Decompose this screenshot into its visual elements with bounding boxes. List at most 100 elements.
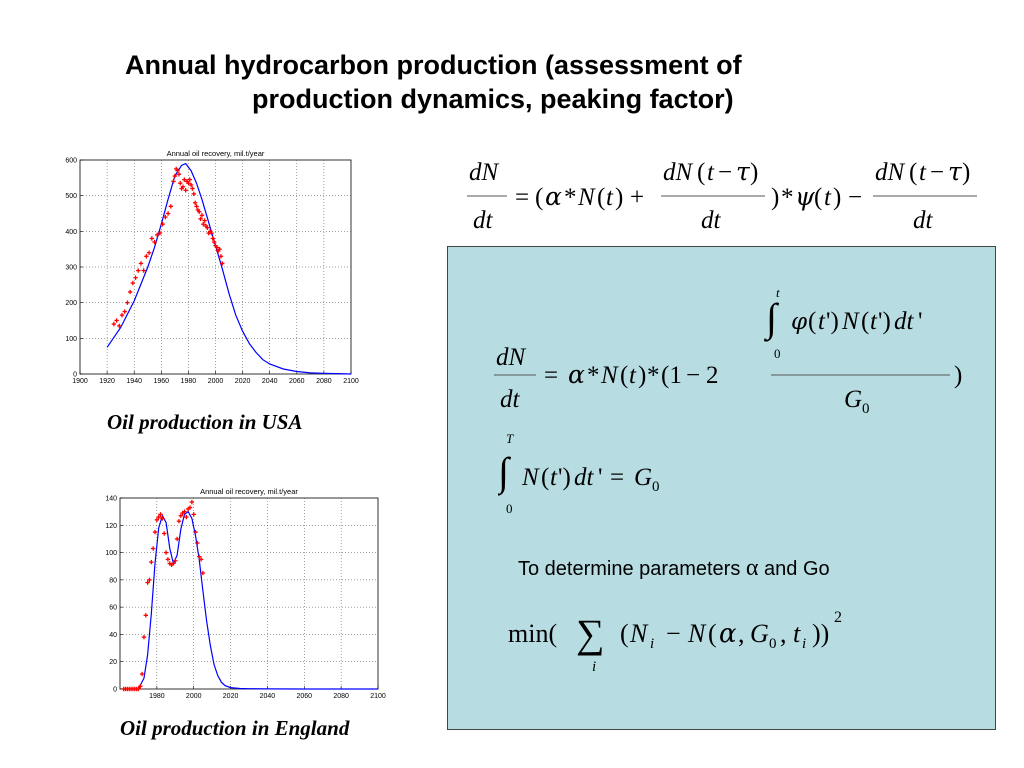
data-point [187,505,193,510]
y-tick-label: 100 [65,336,77,343]
svg-text:): ) [962,159,970,186]
y-tick-label: 140 [105,496,117,503]
data-point [202,218,207,223]
data-point [210,236,215,241]
usa-production-chart: Annual oil recovery, mil.t/year 1900 1920 1… [65,149,359,385]
svg-text:α: α [545,182,562,211]
chart-title: Annual oil recovery, mil.t/year [167,149,265,158]
svg-text:0: 0 [774,346,781,361]
data-point [119,312,125,318]
svg-text:0: 0 [652,479,660,495]
svg-text:∑: ∑ [576,611,605,656]
data-point [217,246,222,252]
data-point [141,268,146,273]
data-point [180,184,186,189]
data-point [114,318,119,323]
note-text-before: To determine parameters [518,558,746,580]
data-point [157,230,163,236]
svg-text:i: i [650,636,654,652]
svg-text:+: + [630,184,644,211]
data-point [192,200,198,205]
svg-text:G: G [750,619,769,648]
svg-text:τ: τ [736,157,751,186]
data-point [165,211,171,216]
svg-text:): ) [954,362,962,389]
data-point [160,516,165,521]
x-tick-label: 2080 [316,378,332,385]
svg-text:N: N [687,619,707,648]
normalization-equation: T ∫ 0 N ( t ') dt ' = G 0 [498,431,660,516]
y-tick-label: 0 [73,372,77,379]
data-point [188,182,194,188]
x-tick-label: 2100 [343,378,359,385]
y-tick-label: 300 [65,265,77,272]
data-point [201,222,206,227]
svg-text:i: i [802,636,806,652]
x-tick-label: 2060 [296,693,312,700]
data-point [160,222,165,227]
svg-text:*: * [564,184,577,211]
data-point [127,289,133,295]
data-point [172,173,178,179]
svg-text:(: ( [620,362,628,389]
svg-text:N: N [600,362,619,389]
data-point [178,513,184,518]
data-point [141,634,147,640]
svg-text:=: = [515,184,529,211]
x-tick-label: 2060 [289,378,305,385]
svg-text:0: 0 [769,636,777,652]
parameter-note: To determine parameters α and Go [518,555,830,582]
data-point [197,554,202,559]
data-point [143,613,148,618]
data-point [187,177,192,182]
svg-text:(: ( [861,308,869,335]
svg-text:α: α [719,619,737,649]
svg-text:'): ') [558,464,571,491]
svg-text:0: 0 [506,501,513,516]
data-point [198,216,203,222]
svg-text:−: − [666,619,681,648]
chart-title: Annual oil recovery, mil.t/year [200,487,298,496]
data-point [182,177,187,182]
x-tick-label: 2040 [260,693,276,700]
svg-text:−: − [686,362,700,389]
svg-text:φ: φ [791,309,808,335]
svg-text:(: ( [541,464,549,491]
svg-text:(: ( [535,184,543,211]
data-point [125,300,130,305]
data-point [197,209,202,214]
data-point [214,245,220,250]
data-point [190,186,195,191]
data-point [156,514,161,520]
svg-text:': ' [598,464,603,491]
data-point [220,261,225,266]
data-point [218,254,224,259]
data-point [195,540,200,546]
data-point [162,531,167,536]
y-tick-label: 400 [65,229,77,236]
data-point [146,250,152,255]
data-point [149,236,155,241]
svg-text:−: − [848,184,862,211]
svg-text:G: G [634,464,652,491]
svg-text:t: t [793,619,801,648]
alpha-symbol: α [745,555,759,581]
data-point [152,239,157,245]
x-tick-label: 1980 [149,693,165,700]
x-tick-label: 2020 [235,378,251,385]
svg-text:dt: dt [701,207,722,234]
svg-text:): ) [833,184,841,211]
data-point [178,180,183,186]
svg-text:i: i [592,659,596,675]
svg-text:2: 2 [834,609,842,626]
data-point [163,550,169,555]
x-tick-label: 2040 [262,378,278,385]
svg-text:=: = [544,362,558,389]
svg-text:): ) [771,184,779,211]
data-point [136,686,141,692]
svg-text:'): ') [878,308,891,335]
svg-text:*: * [647,362,660,389]
svg-text:∫: ∫ [763,295,780,342]
svg-text:'): ') [826,308,839,335]
data-point [155,232,160,238]
